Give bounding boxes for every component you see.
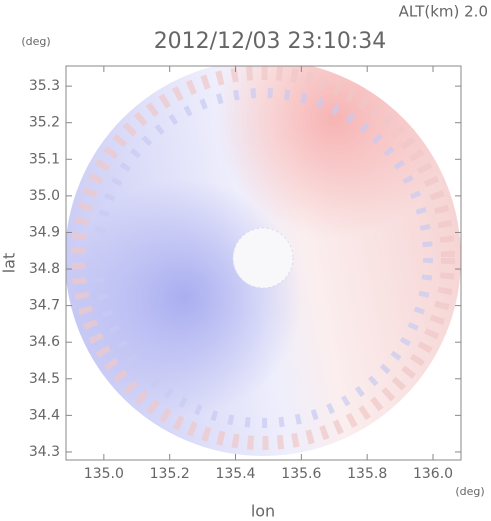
x-tick-label: 136.0 <box>413 466 453 482</box>
radar-field <box>66 66 461 456</box>
chart-title: 2012/12/03 23:10:34 <box>154 29 387 54</box>
y-unit: (deg) <box>21 35 50 48</box>
x-tick-label: 135.4 <box>215 466 255 482</box>
x-axis-label: lon <box>251 502 275 521</box>
y-tick-label: 34.6 <box>29 334 60 350</box>
y-tick-label: 35.2 <box>29 115 60 131</box>
x-tick-label: 135.6 <box>281 466 321 482</box>
y-tick-label: 34.5 <box>29 371 60 387</box>
y-tick-label: 34.3 <box>29 444 60 460</box>
y-axis-label: lat <box>0 253 19 274</box>
y-tick-label: 34.7 <box>29 298 60 314</box>
x-tick-label: 135.2 <box>150 466 190 482</box>
y-tick-label: 34.8 <box>29 261 60 277</box>
y-tick-label: 35.1 <box>29 151 60 167</box>
plot-frame <box>65 65 462 461</box>
y-tick-label: 34.4 <box>29 407 60 423</box>
y-tick-label: 35.3 <box>29 78 60 94</box>
x-tick-label: 135.8 <box>347 466 387 482</box>
x-tick-label: 135.0 <box>84 466 124 482</box>
y-tick-label: 34.9 <box>29 224 60 240</box>
y-tick-label: 35.0 <box>29 188 60 204</box>
subtitle: ALT(km) 2.0 <box>399 3 488 21</box>
x-unit: (deg) <box>455 485 484 498</box>
